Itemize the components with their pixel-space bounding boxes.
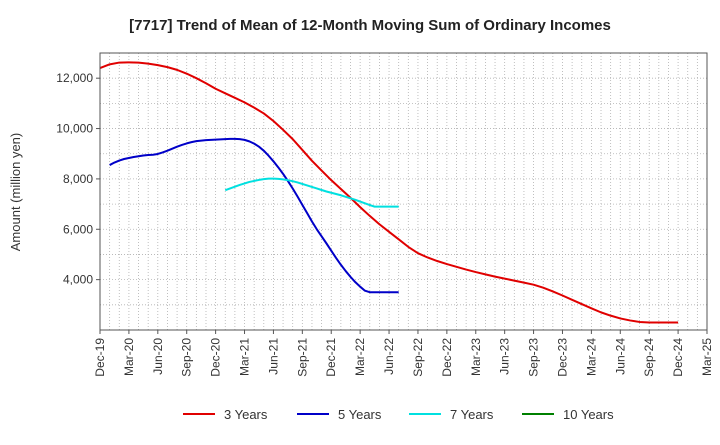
y-axis: 4,000 6,000 8,000 10,000 12,000 xyxy=(56,71,100,287)
series-line-7-years xyxy=(224,177,399,208)
y-tick-label: 6,000 xyxy=(63,222,93,236)
chart-title: [7717] Trend of Mean of 12-Month Moving … xyxy=(129,17,611,34)
x-tick-label: Jun-23 xyxy=(498,338,512,375)
x-tick-label: Mar-21 xyxy=(238,338,252,376)
x-tick-label: Jun-22 xyxy=(382,338,396,375)
x-tick-label: Dec-23 xyxy=(555,338,569,377)
x-tick-label: Mar-20 xyxy=(122,338,136,376)
x-tick-label: Sep-24 xyxy=(642,338,656,377)
x-tick-label: Jun-20 xyxy=(151,338,165,375)
y-axis-label: Amount (million yen) xyxy=(8,133,23,252)
y-tick-label: 12,000 xyxy=(56,71,93,85)
x-tick-label: Dec-21 xyxy=(324,338,338,377)
grid-layer xyxy=(100,53,707,330)
x-tick-label: Sep-20 xyxy=(180,338,194,377)
legend-label: 7 Years xyxy=(450,407,494,422)
x-tick-label: Dec-24 xyxy=(671,338,685,377)
series-line-3-years xyxy=(99,61,679,324)
x-tick-label: Mar-22 xyxy=(353,338,367,376)
x-tick-label: Mar-24 xyxy=(584,338,598,376)
legend-label: 10 Years xyxy=(563,407,614,422)
x-tick-label: Sep-23 xyxy=(527,338,541,377)
series-line-5-years xyxy=(109,137,399,294)
y-tick-label: 4,000 xyxy=(63,273,93,287)
series-layer xyxy=(99,61,679,324)
y-tick-label: 8,000 xyxy=(63,172,93,186)
x-tick-label: Mar-25 xyxy=(700,338,714,376)
x-tick-label: Jun-24 xyxy=(613,338,627,375)
x-tick-label: Sep-21 xyxy=(295,338,309,377)
x-tick-label: Dec-20 xyxy=(209,338,223,377)
x-tick-label: Jun-21 xyxy=(266,338,280,375)
x-tick-label: Dec-19 xyxy=(93,338,107,377)
legend-label: 5 Years xyxy=(338,407,382,422)
legend: 3 Years 5 Years 7 Years 10 Years xyxy=(183,407,614,422)
y-tick-label: 10,000 xyxy=(56,122,93,136)
legend-label: 3 Years xyxy=(224,407,268,422)
x-tick-label: Sep-22 xyxy=(411,338,425,377)
x-axis: Dec-19 Mar-20 Jun-20 Sep-20 Dec-20 Mar-21 Jun-… xyxy=(93,330,714,377)
plot-frame xyxy=(99,52,708,331)
x-tick-label: Mar-23 xyxy=(469,338,483,376)
x-tick-label: Dec-22 xyxy=(440,338,454,377)
